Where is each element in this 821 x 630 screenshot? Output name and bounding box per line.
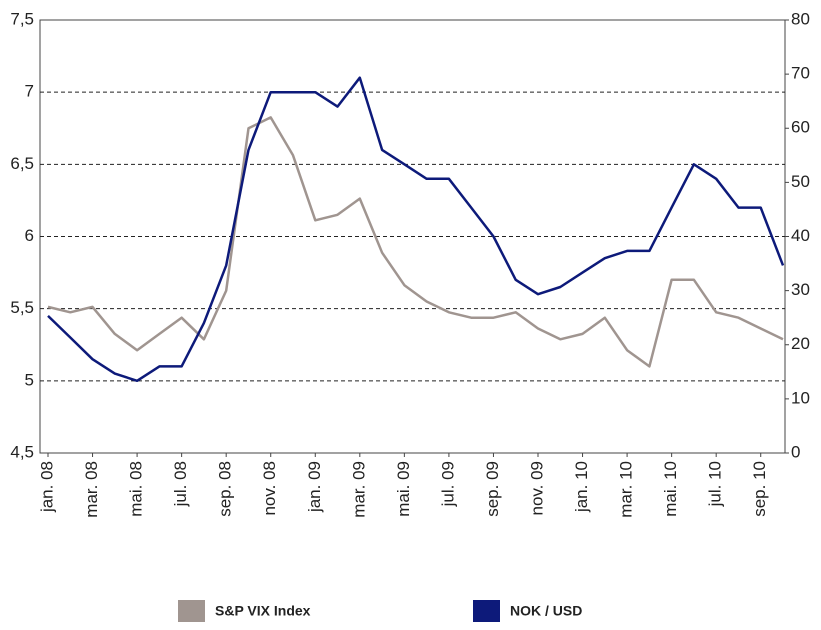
y-tick-label: 5 (25, 370, 34, 389)
x-tick-label: sep. 08 (216, 461, 235, 517)
y-tick-label: 4,5 (10, 442, 34, 461)
series-line (47, 76, 785, 383)
x-tick-label: mar. 08 (82, 461, 101, 518)
x-tick-label: jul. 08 (171, 461, 190, 507)
y-tick-label: 5,5 (10, 298, 34, 317)
legend-swatch (178, 600, 205, 622)
x-tick-label: nov. 09 (527, 461, 546, 516)
series-line (47, 116, 784, 368)
y-tick-label: 6 (25, 226, 34, 245)
y2-tick-label: 40 (791, 226, 810, 245)
x-tick-label: jul. 10 (706, 461, 725, 507)
x-tick-label: mai. 10 (661, 461, 680, 517)
legend-label: NOK / USD (510, 603, 582, 619)
y2-tick-label: 70 (791, 64, 810, 83)
y2-tick-label: 60 (791, 118, 810, 137)
x-tick-label: jan. 08 (37, 461, 56, 513)
x-tick-label: mar. 10 (617, 461, 636, 518)
x-tick-label: nov. 08 (260, 461, 279, 516)
legend-label: S&P VIX Index (215, 603, 311, 619)
y2-tick-label: 80 (791, 9, 810, 28)
x-tick-label: jan. 10 (572, 461, 591, 513)
y2-tick-label: 0 (791, 442, 800, 461)
y2-tick-label: 50 (791, 172, 810, 191)
y-tick-label: 7,5 (10, 9, 34, 28)
y2-tick-label: 10 (791, 388, 810, 407)
y-tick-label: 6,5 (10, 154, 34, 173)
x-tick-label: mai. 08 (127, 461, 146, 517)
y-tick-label: 7 (25, 82, 34, 101)
x-tick-label: sep. 09 (483, 461, 502, 517)
x-tick-label: mar. 09 (349, 461, 368, 518)
x-tick-label: sep. 10 (750, 461, 769, 517)
y2-tick-label: 30 (791, 280, 810, 299)
x-tick-label: jan. 09 (305, 461, 324, 513)
legend-swatch (473, 600, 500, 622)
y2-tick-label: 20 (791, 334, 810, 353)
x-tick-label: mai. 09 (394, 461, 413, 517)
x-tick-label: jul. 09 (438, 461, 457, 507)
